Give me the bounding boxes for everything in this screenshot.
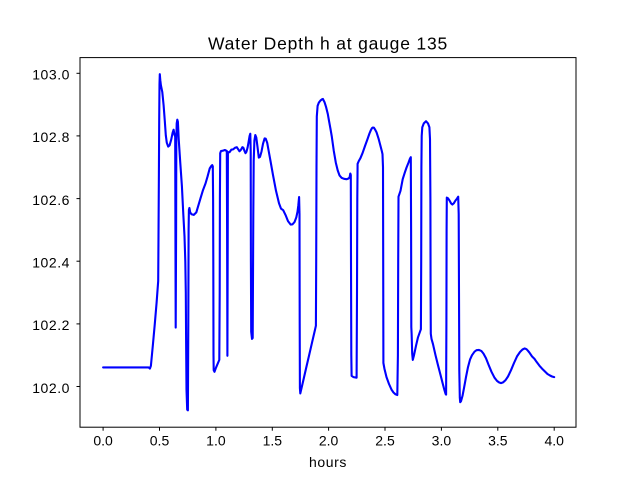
svg-text:Water Depth h at gauge 135: Water Depth h at gauge 135: [208, 33, 448, 53]
svg-text:102.6: 102.6: [32, 192, 70, 208]
svg-text:102.2: 102.2: [32, 317, 70, 333]
svg-text:103.0: 103.0: [32, 67, 70, 83]
svg-text:1.5: 1.5: [263, 433, 283, 449]
svg-text:4.0: 4.0: [544, 433, 564, 449]
svg-text:3.5: 3.5: [488, 433, 508, 449]
svg-text:102.8: 102.8: [32, 129, 70, 145]
svg-text:0.5: 0.5: [150, 433, 170, 449]
svg-text:102.0: 102.0: [32, 380, 70, 396]
svg-text:hours: hours: [309, 454, 347, 470]
svg-text:0.0: 0.0: [93, 433, 113, 449]
svg-text:2.0: 2.0: [319, 433, 339, 449]
svg-text:2.5: 2.5: [375, 433, 395, 449]
svg-text:1.0: 1.0: [206, 433, 226, 449]
svg-text:3.0: 3.0: [432, 433, 452, 449]
svg-text:102.4: 102.4: [32, 255, 70, 271]
